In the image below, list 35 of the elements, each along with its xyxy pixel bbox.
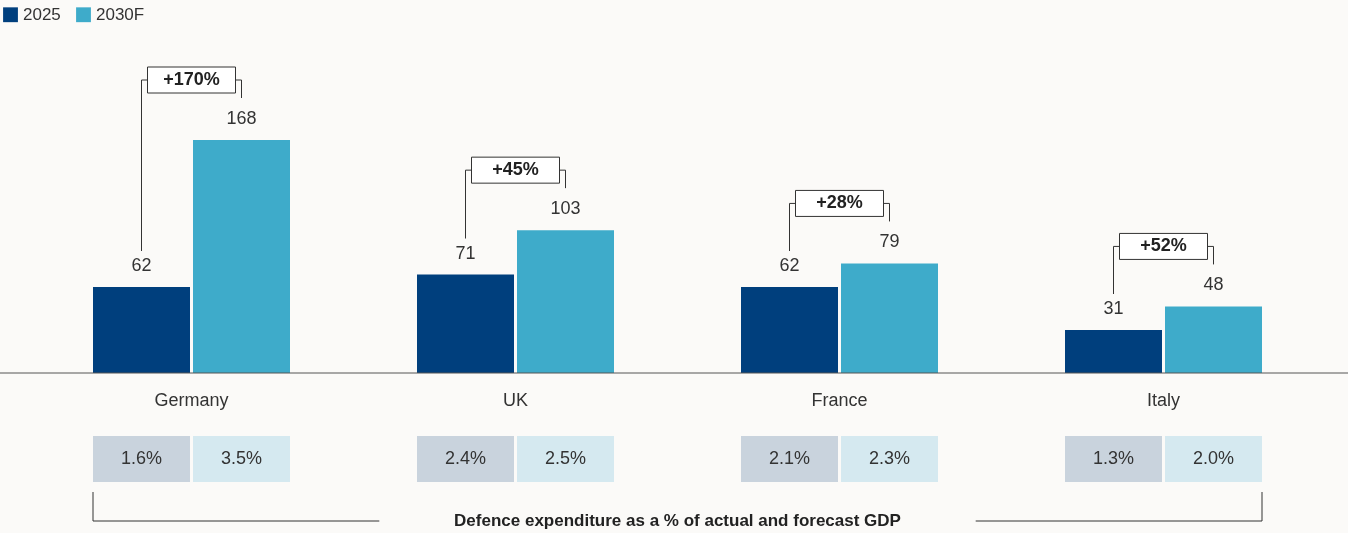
annotation: +52%	[1140, 235, 1187, 256]
text: 2.1%	[768, 448, 811, 468]
text: 1.3%	[1092, 448, 1135, 468]
data-label: 48	[1203, 274, 1224, 295]
text: 2.0%	[1192, 448, 1235, 468]
text: 2.4%	[444, 448, 487, 468]
data-label: 62	[779, 255, 800, 276]
data-label: 103	[550, 198, 581, 219]
x-tick-label: Italy	[1146, 390, 1181, 410]
x-tick-label: UK	[502, 390, 529, 410]
bar	[1065, 330, 1162, 373]
data-label: 168	[226, 108, 257, 128]
text: 2.3%	[868, 448, 911, 468]
data-label: 79	[879, 231, 900, 252]
legend-label: 2030F	[96, 4, 145, 24]
text: 3.5%	[220, 448, 263, 468]
legend-label: 2025	[23, 4, 61, 24]
bar	[841, 263, 938, 373]
data-label: 62	[131, 255, 152, 276]
data-label: 31	[1103, 298, 1124, 319]
bar	[741, 287, 838, 373]
annotation: +28%	[816, 192, 863, 213]
text: 2.5%	[544, 448, 587, 468]
x-tick-label: Germany	[154, 390, 229, 410]
bar	[1165, 306, 1262, 373]
text: +170%	[163, 69, 220, 89]
x-tick-label: France	[811, 390, 868, 410]
bar	[193, 140, 290, 373]
bar	[417, 274, 514, 373]
data-label: 71	[455, 242, 476, 263]
bar	[517, 230, 614, 373]
annotation: +45%	[492, 159, 539, 180]
bar	[93, 287, 190, 373]
text: Defence expenditure as a % of actual and forecast GDP	[454, 511, 901, 530]
text: 1.6%	[120, 448, 163, 468]
